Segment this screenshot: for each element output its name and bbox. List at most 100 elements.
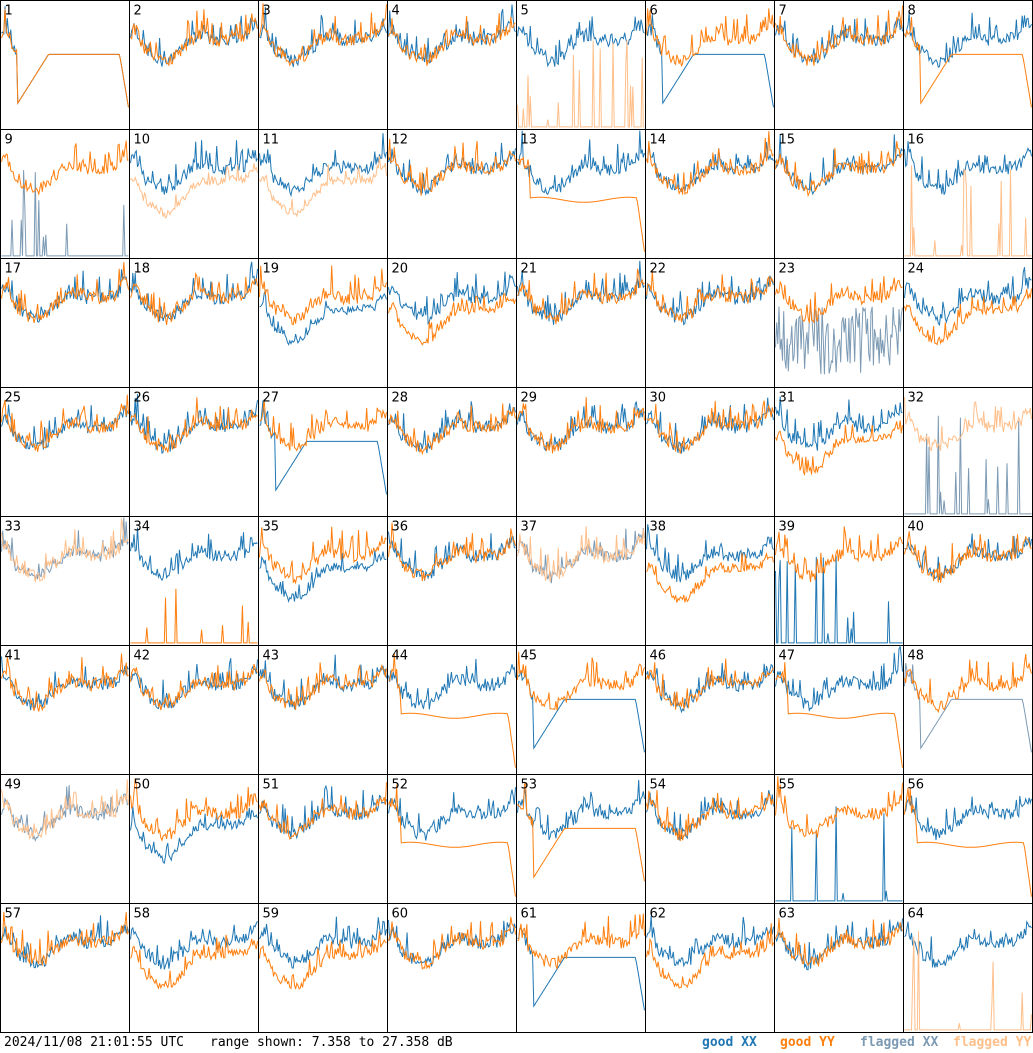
panel-frame	[129, 774, 259, 904]
panel-label: 64	[908, 907, 925, 922]
panel-frame	[516, 129, 646, 259]
series-xx	[517, 669, 645, 753]
panel-label: 12	[392, 133, 409, 148]
panel-label: 2	[134, 4, 142, 19]
series-yy	[517, 651, 645, 711]
series-xx	[904, 267, 1032, 327]
panel-frame	[0, 516, 130, 646]
panel-4: 4	[387, 0, 517, 130]
series-yy	[646, 789, 774, 841]
series-xx	[388, 271, 516, 326]
panel-46: 46	[645, 645, 775, 775]
panel-frame	[387, 129, 517, 259]
panel-label: 57	[5, 907, 22, 922]
panel-39: 39	[774, 516, 904, 646]
series-yy	[517, 40, 645, 128]
panel-43: 43	[258, 645, 388, 775]
panel-label: 9	[5, 133, 13, 148]
series-yy	[646, 270, 774, 323]
series-xx	[904, 141, 1032, 195]
panel-label: 58	[134, 907, 151, 922]
panel-label: 14	[650, 133, 667, 148]
series-xx	[775, 396, 903, 451]
panel-frame	[903, 903, 1033, 1033]
panel-label: 32	[908, 391, 925, 406]
panel-label: 51	[263, 778, 280, 793]
panel-frame	[258, 258, 388, 388]
series-xx	[904, 663, 1032, 753]
series-yy	[259, 265, 387, 326]
series-yy	[1, 911, 129, 967]
panel-label: 52	[392, 778, 409, 793]
series-xx	[130, 920, 258, 970]
series-yy	[1, 394, 129, 452]
series-yy	[517, 783, 645, 882]
series-yy	[646, 131, 774, 196]
panel-label: 54	[650, 778, 667, 793]
panel-frame	[129, 0, 259, 130]
panel-19: 19	[258, 258, 388, 388]
panel-frame	[645, 258, 775, 388]
panel-5: 5	[516, 0, 646, 130]
panel-50: 50	[129, 774, 259, 904]
panel-frame	[774, 129, 904, 259]
series-xx	[517, 779, 645, 840]
series-yy	[388, 916, 516, 970]
series-yy	[130, 934, 258, 990]
series-xx	[388, 4, 516, 64]
panel-frame	[645, 387, 775, 517]
panel-11: 11	[258, 129, 388, 259]
panel-label: 33	[5, 520, 22, 535]
panel-label: 37	[521, 520, 538, 535]
panel-24: 24	[903, 258, 1033, 388]
series-xx	[130, 806, 258, 865]
panel-label: 49	[5, 778, 22, 793]
panel-1: 1	[0, 0, 130, 130]
panel-frame	[774, 387, 904, 517]
series-xx	[1, 915, 129, 969]
series-yy	[259, 156, 387, 218]
panel-label: 45	[521, 649, 538, 664]
panel-label: 50	[134, 778, 151, 793]
series-xx	[517, 927, 645, 1011]
series-yy	[1, 8, 129, 108]
panel-label: 28	[392, 391, 409, 406]
panel-label: 23	[779, 262, 796, 277]
panel-frame	[774, 516, 904, 646]
series-yy	[388, 653, 516, 768]
panel-63: 63	[774, 903, 904, 1033]
panel-label: 48	[908, 649, 925, 664]
series-yy	[904, 397, 1032, 452]
panel-58: 58	[129, 903, 259, 1033]
panel-frame	[387, 516, 517, 646]
series-yy	[388, 293, 516, 346]
series-yy	[775, 776, 903, 838]
series-yy	[130, 588, 258, 644]
panel-frame	[0, 129, 130, 259]
series-xx	[1, 785, 129, 842]
panel-35: 35	[258, 516, 388, 646]
panel-45: 45	[516, 645, 646, 775]
panel-label: 22	[650, 262, 667, 277]
panel-37: 37	[516, 516, 646, 646]
panel-frame	[903, 258, 1033, 388]
series-yy	[775, 141, 903, 198]
panel-label: 3	[263, 4, 271, 19]
panel-label: 60	[392, 907, 409, 922]
panel-frame	[645, 516, 775, 646]
panel-frame	[258, 0, 388, 130]
panel-frame	[0, 774, 130, 904]
panel-label: 46	[650, 649, 667, 664]
panel-55: 55	[774, 774, 904, 904]
series-xx	[259, 400, 387, 495]
series-yy	[259, 931, 387, 990]
panel-frame	[516, 0, 646, 130]
panel-29: 29	[516, 387, 646, 517]
panel-label: 61	[521, 907, 538, 922]
panel-label: 17	[5, 262, 22, 277]
panel-14: 14	[645, 129, 775, 259]
series-yy	[259, 399, 387, 452]
panel-21: 21	[516, 258, 646, 388]
panel-47: 47	[774, 644, 904, 775]
